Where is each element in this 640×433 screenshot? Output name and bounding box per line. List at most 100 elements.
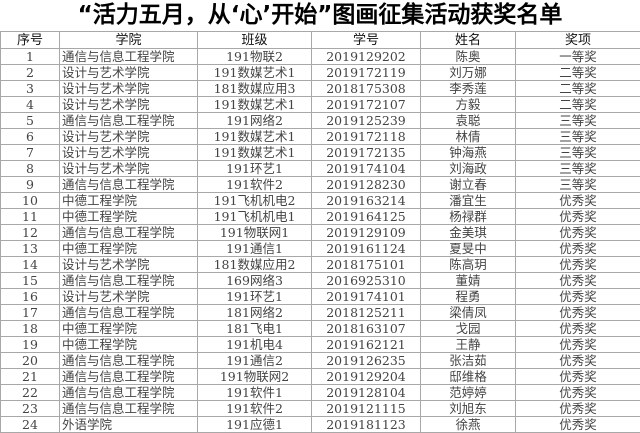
cell-award: 三等奖 xyxy=(516,145,640,161)
cell-student-id: 2019162121 xyxy=(312,337,421,353)
cell-award: 二等奖 xyxy=(516,97,640,113)
cell-award: 一等奖 xyxy=(516,49,640,65)
cell-college: 设计与艺术学院 xyxy=(60,129,198,145)
cell-index: 19 xyxy=(1,337,60,353)
cell-index: 14 xyxy=(1,257,60,273)
page-title: “活力五月，从‘心’开始”图画征集活动获奖名单 xyxy=(0,0,640,32)
cell-name: 程勇 xyxy=(421,289,516,305)
cell-college: 设计与艺术学院 xyxy=(60,145,198,161)
cell-index: 18 xyxy=(1,321,60,337)
cell-class: 191飞机机电2 xyxy=(198,193,312,209)
cell-class: 191数媒艺术1 xyxy=(198,129,312,145)
cell-name: 戈园 xyxy=(421,321,516,337)
cell-class: 191环艺1 xyxy=(198,289,312,305)
cell-college: 通信与信息工程学院 xyxy=(60,385,198,401)
cell-class: 181数媒应用2 xyxy=(198,257,312,273)
cell-name: 梁倩凤 xyxy=(421,305,516,321)
cell-class: 191通信1 xyxy=(198,241,312,257)
cell-college: 通信与信息工程学院 xyxy=(60,177,198,193)
cell-college: 中德工程学院 xyxy=(60,241,198,257)
cell-class: 191软件2 xyxy=(198,401,312,417)
cell-name: 陈高玥 xyxy=(421,257,516,273)
cell-college: 中德工程学院 xyxy=(60,337,198,353)
cell-student-id: 2019172107 xyxy=(312,97,421,113)
cell-student-id: 2019129109 xyxy=(312,225,421,241)
cell-student-id: 2018125211 xyxy=(312,305,421,321)
cell-index: 1 xyxy=(1,49,60,65)
cell-index: 9 xyxy=(1,177,60,193)
cell-class: 191通信2 xyxy=(198,353,312,369)
cell-index: 10 xyxy=(1,193,60,209)
cell-college: 通信与信息工程学院 xyxy=(60,49,198,65)
cell-class: 191软件1 xyxy=(198,385,312,401)
cell-name: 张洁茹 xyxy=(421,353,516,369)
header-col-name: 姓名 xyxy=(421,32,516,49)
cell-award: 三等奖 xyxy=(516,177,640,193)
cell-student-id: 2019129204 xyxy=(312,369,421,385)
cell-name: 范婷婷 xyxy=(421,385,516,401)
cell-class: 191数媒艺术1 xyxy=(198,145,312,161)
cell-student-id: 2019163214 xyxy=(312,193,421,209)
cell-award: 三等奖 xyxy=(516,113,640,129)
cell-award: 优秀奖 xyxy=(516,209,640,225)
cell-name: 钟海燕 xyxy=(421,145,516,161)
cell-college: 通信与信息工程学院 xyxy=(60,353,198,369)
cell-index: 4 xyxy=(1,97,60,113)
cell-index: 8 xyxy=(1,161,60,177)
cell-award: 二等奖 xyxy=(516,65,640,81)
cell-class: 191数媒艺术1 xyxy=(198,97,312,113)
cell-award: 优秀奖 xyxy=(516,385,640,401)
cell-index: 2 xyxy=(1,65,60,81)
cell-award: 三等奖 xyxy=(516,161,640,177)
cell-award: 三等奖 xyxy=(516,129,640,145)
cell-index: 20 xyxy=(1,353,60,369)
cell-class: 169网络3 xyxy=(198,273,312,289)
cell-class: 181网络2 xyxy=(198,305,312,321)
cell-class: 191应德1 xyxy=(198,417,312,433)
cell-index: 6 xyxy=(1,129,60,145)
cell-student-id: 2019128230 xyxy=(312,177,421,193)
cell-college: 通信与信息工程学院 xyxy=(60,113,198,129)
cell-class: 181数媒应用3 xyxy=(198,81,312,97)
cell-college: 设计与艺术学院 xyxy=(60,161,198,177)
cell-class: 191环艺1 xyxy=(198,161,312,177)
cell-index: 17 xyxy=(1,305,60,321)
cell-class: 191物联网1 xyxy=(198,225,312,241)
cell-name: 邸维格 xyxy=(421,369,516,385)
cell-award: 优秀奖 xyxy=(516,289,640,305)
cell-name: 刘旭东 xyxy=(421,401,516,417)
cell-college: 设计与艺术学院 xyxy=(60,65,198,81)
cell-student-id: 2019161124 xyxy=(312,241,421,257)
cell-student-id: 2019164125 xyxy=(312,209,421,225)
cell-award: 优秀奖 xyxy=(516,193,640,209)
cell-name: 徐燕 xyxy=(421,417,516,433)
cell-student-id: 2018163107 xyxy=(312,321,421,337)
cell-name: 方毅 xyxy=(421,97,516,113)
cell-student-id: 2019172118 xyxy=(312,129,421,145)
cell-index: 12 xyxy=(1,225,60,241)
header-col-index: 序号 xyxy=(1,32,60,49)
cell-index: 7 xyxy=(1,145,60,161)
cell-college: 设计与艺术学院 xyxy=(60,289,198,305)
cell-student-id: 2019172135 xyxy=(312,145,421,161)
cell-college: 设计与艺术学院 xyxy=(60,81,198,97)
cell-index: 13 xyxy=(1,241,60,257)
cell-college: 通信与信息工程学院 xyxy=(60,305,198,321)
